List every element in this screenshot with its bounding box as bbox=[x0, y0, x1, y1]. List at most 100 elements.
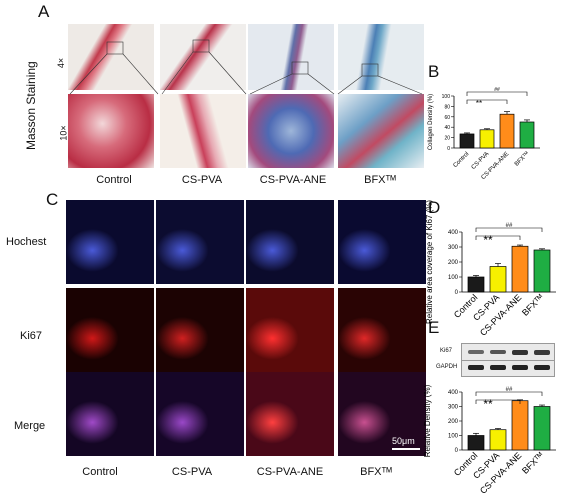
blot-band bbox=[534, 350, 550, 355]
significance-bracket bbox=[466, 91, 528, 96]
y-tick-label: 400 bbox=[448, 390, 459, 396]
x-tick-label: BFXᵀᴹ bbox=[520, 292, 546, 318]
fluorescence-image bbox=[156, 372, 244, 456]
col-label-bfx: BFXᵀᴹ bbox=[364, 174, 396, 186]
zoom-line bbox=[337, 75, 363, 95]
zoom-line bbox=[69, 53, 108, 95]
masson-4x-image bbox=[160, 24, 246, 90]
zoom-box-cspva bbox=[192, 39, 210, 53]
zoom-box-cspvaane bbox=[291, 61, 309, 75]
significance-mark: ** bbox=[483, 233, 493, 247]
zoom-line bbox=[307, 73, 335, 95]
significance-mark: ** bbox=[483, 397, 493, 411]
x-tick-label: BFXᵀᴹ bbox=[520, 450, 546, 476]
row-label-hochest: Hochest bbox=[6, 236, 47, 248]
significance-bracket bbox=[466, 99, 508, 104]
significance-bracket bbox=[475, 235, 521, 240]
bar bbox=[511, 400, 529, 451]
masson-10x-image bbox=[160, 94, 246, 168]
y-tick-label: 400 bbox=[448, 230, 459, 236]
blot-band bbox=[534, 365, 550, 370]
blot-label-gapdh: GAPDH bbox=[436, 364, 458, 370]
fluorescence-image bbox=[66, 288, 154, 372]
bar bbox=[511, 245, 529, 293]
bar bbox=[467, 276, 485, 293]
y-tick-label: 80 bbox=[444, 104, 450, 110]
significance-bracket bbox=[475, 399, 521, 404]
col-label-cspva: CS-PVA bbox=[181, 174, 223, 186]
scale-bar-label: 50μm bbox=[392, 436, 415, 446]
zoom-line bbox=[208, 51, 247, 95]
y-tick-label: 60 bbox=[444, 115, 450, 121]
masson-4x-image bbox=[248, 24, 334, 90]
bar bbox=[459, 133, 475, 149]
y-tick-label: 300 bbox=[448, 405, 459, 411]
masson-10x-image bbox=[338, 94, 424, 168]
y-tick-label: 300 bbox=[448, 245, 459, 251]
fluorescence-image bbox=[338, 372, 426, 456]
fluorescence-image bbox=[338, 200, 426, 284]
fluorescence-image bbox=[66, 200, 154, 284]
panel-label-c: C bbox=[46, 190, 59, 209]
row-label-merge: Merge bbox=[14, 420, 46, 432]
col-label-c-cspva: CS-PVA bbox=[171, 466, 213, 478]
masson-10x-image bbox=[248, 94, 334, 168]
col-label-control: Control bbox=[96, 174, 132, 186]
col-label-cspvaane: CS-PVA-ANE bbox=[259, 174, 327, 186]
significance-bracket bbox=[475, 227, 543, 232]
zoom-line bbox=[377, 75, 423, 95]
fluorescence-image bbox=[338, 288, 426, 372]
col-label-c-cspvaane: CS-PVA-ANE bbox=[256, 466, 324, 478]
y-tick-label: 0 bbox=[447, 146, 450, 152]
fluorescence-image bbox=[156, 200, 244, 284]
masson-4x-image bbox=[338, 24, 424, 90]
blot-band bbox=[490, 365, 506, 370]
y-tick-label: 100 bbox=[448, 434, 459, 440]
zoom-line bbox=[161, 51, 194, 95]
y-tick-label: 100 bbox=[448, 275, 459, 281]
x-tick-label: Control bbox=[452, 151, 470, 169]
row-label-ki67: Ki67 bbox=[20, 330, 43, 342]
chart-relative-density: Relative Density (%) 0100200300400Control… bbox=[423, 384, 556, 496]
y-axis-label: Collagen Density (%) bbox=[428, 94, 434, 150]
blot-band bbox=[468, 365, 484, 370]
x-tick-label: CS-PVA bbox=[471, 151, 491, 171]
y-axis-label: Relative area coverage of Ki67 (%) bbox=[425, 200, 434, 324]
blot-label-ki67: Ki67 bbox=[440, 348, 453, 354]
zoom-box-control bbox=[106, 41, 124, 55]
bar bbox=[489, 429, 507, 451]
zoom-line bbox=[122, 53, 159, 95]
bar bbox=[533, 406, 551, 451]
panel-label-e: E bbox=[428, 318, 440, 337]
zoom-line bbox=[249, 73, 293, 95]
y-tick-label: 40 bbox=[444, 125, 450, 131]
bar bbox=[499, 113, 515, 149]
chart-collagen-density: Collagen Density (%) 0 20 40 60 80 100 Control C… bbox=[428, 87, 540, 181]
significance-mark: ## bbox=[506, 387, 513, 393]
blot-band bbox=[468, 350, 484, 354]
bar bbox=[467, 435, 485, 451]
panel-label-a: A bbox=[38, 2, 50, 21]
panel-label-b: B bbox=[428, 62, 440, 81]
y-axis-label: Relative Density (%) bbox=[423, 384, 432, 457]
scale-bar bbox=[392, 448, 420, 450]
western-blot bbox=[461, 343, 555, 377]
col-label-c-control: Control bbox=[82, 466, 118, 478]
x-tick-label: BFXᵀᴹ bbox=[513, 150, 530, 167]
masson-4x-image bbox=[68, 24, 154, 90]
fluorescence-image bbox=[246, 288, 334, 372]
y-tick-label: 0 bbox=[455, 448, 459, 454]
y-tick-label: 100 bbox=[442, 94, 451, 100]
zoom-box-bfx bbox=[361, 63, 379, 77]
fluorescence-image bbox=[156, 288, 244, 372]
y-tick-label: 200 bbox=[448, 260, 459, 266]
blot-band bbox=[512, 350, 528, 355]
significance-mark: ## bbox=[506, 223, 513, 229]
y-tick-label: 0 bbox=[455, 290, 459, 296]
bar bbox=[533, 249, 551, 293]
blot-band bbox=[490, 350, 506, 354]
significance-mark: ## bbox=[494, 87, 500, 93]
bar bbox=[489, 266, 507, 293]
col-label-c-bfx: BFXᵀᴹ bbox=[360, 466, 392, 478]
